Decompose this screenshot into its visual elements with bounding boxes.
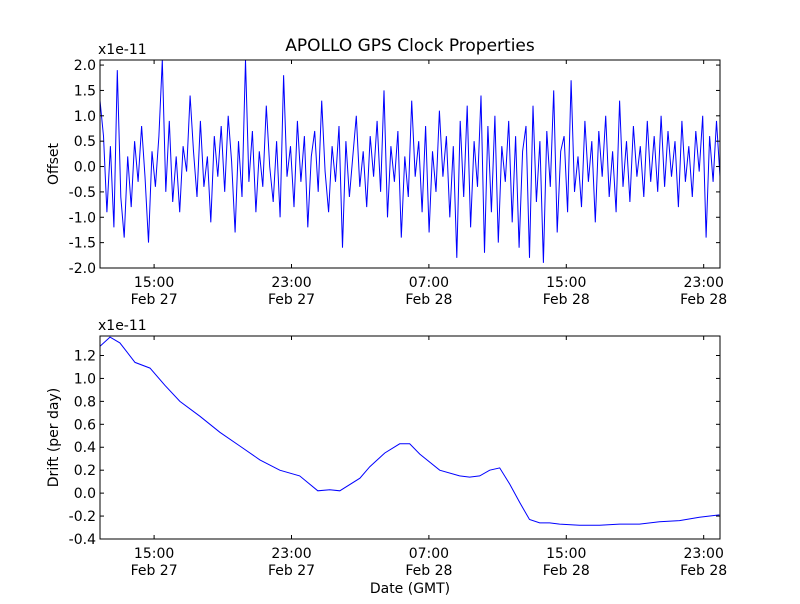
x-tick-label-time: 23:00 — [684, 546, 724, 562]
x-tick-label-date: Feb 27 — [268, 563, 315, 579]
x-tick-label-date: Feb 28 — [680, 563, 727, 579]
y-tick-label: 0.5 — [74, 134, 96, 150]
y-tick-label: 2.0 — [74, 58, 96, 74]
x-tick-label-date: Feb 28 — [680, 292, 727, 308]
axes-frame — [99, 59, 721, 269]
y-tick-label: 0.2 — [74, 463, 96, 479]
y-scale-label: x1e-11 — [98, 318, 147, 334]
x-tick-label-date: Feb 28 — [405, 292, 452, 308]
y-tick-label: 1.0 — [74, 371, 96, 387]
x-tick-label-time: 23:00 — [271, 546, 311, 562]
y-axis-label: Offset — [46, 142, 62, 185]
x-tick-label-time: 15:00 — [546, 275, 586, 291]
x-tick-label-date: Feb 27 — [131, 292, 178, 308]
x-tick-label-time: 23:00 — [684, 275, 724, 291]
chart-title: APOLLO GPS Clock Properties — [285, 36, 535, 56]
x-tick-label-time: 07:00 — [409, 546, 449, 562]
series-line — [100, 336, 720, 526]
y-tick-label: 0.4 — [74, 440, 96, 456]
x-tick-label-date: Feb 28 — [543, 292, 590, 308]
x-tick-label-time: 15:00 — [134, 275, 174, 291]
axes-frame — [99, 335, 721, 540]
x-tick-label-time: 15:00 — [134, 546, 174, 562]
y-tick-label: -1.0 — [69, 210, 96, 226]
x-tick-label-time: 07:00 — [409, 275, 449, 291]
y-tick-label: 0.8 — [74, 394, 96, 410]
x-tick-label-time: 23:00 — [271, 275, 311, 291]
y-tick-label: 1.5 — [74, 83, 96, 99]
offset-axes: -2.0-1.5-1.0-0.50.00.51.01.52.015:00Feb … — [46, 42, 727, 308]
x-axis-label: Date (GMT) — [370, 581, 450, 597]
y-tick-label: 0.6 — [74, 417, 96, 433]
x-tick-label-time: 15:00 — [546, 546, 586, 562]
series-line — [100, 60, 720, 263]
x-tick-label-date: Feb 27 — [268, 292, 315, 308]
y-tick-label: 0.0 — [74, 160, 96, 176]
x-tick-label-date: Feb 27 — [131, 563, 178, 579]
y-tick-label: -0.5 — [69, 185, 96, 201]
x-tick-label-date: Feb 28 — [405, 563, 452, 579]
y-tick-label: -0.4 — [69, 532, 96, 548]
x-tick-label-date: Feb 28 — [543, 563, 590, 579]
y-scale-label: x1e-11 — [98, 42, 147, 58]
y-tick-label: 1.2 — [74, 348, 96, 364]
y-tick-label: -0.2 — [69, 509, 96, 525]
y-tick-label: -1.5 — [69, 236, 96, 252]
y-axis-label: Drift (per day) — [46, 388, 62, 487]
y-tick-label: 0.0 — [74, 486, 96, 502]
y-tick-label: -2.0 — [69, 261, 96, 277]
y-tick-label: 1.0 — [74, 109, 96, 125]
